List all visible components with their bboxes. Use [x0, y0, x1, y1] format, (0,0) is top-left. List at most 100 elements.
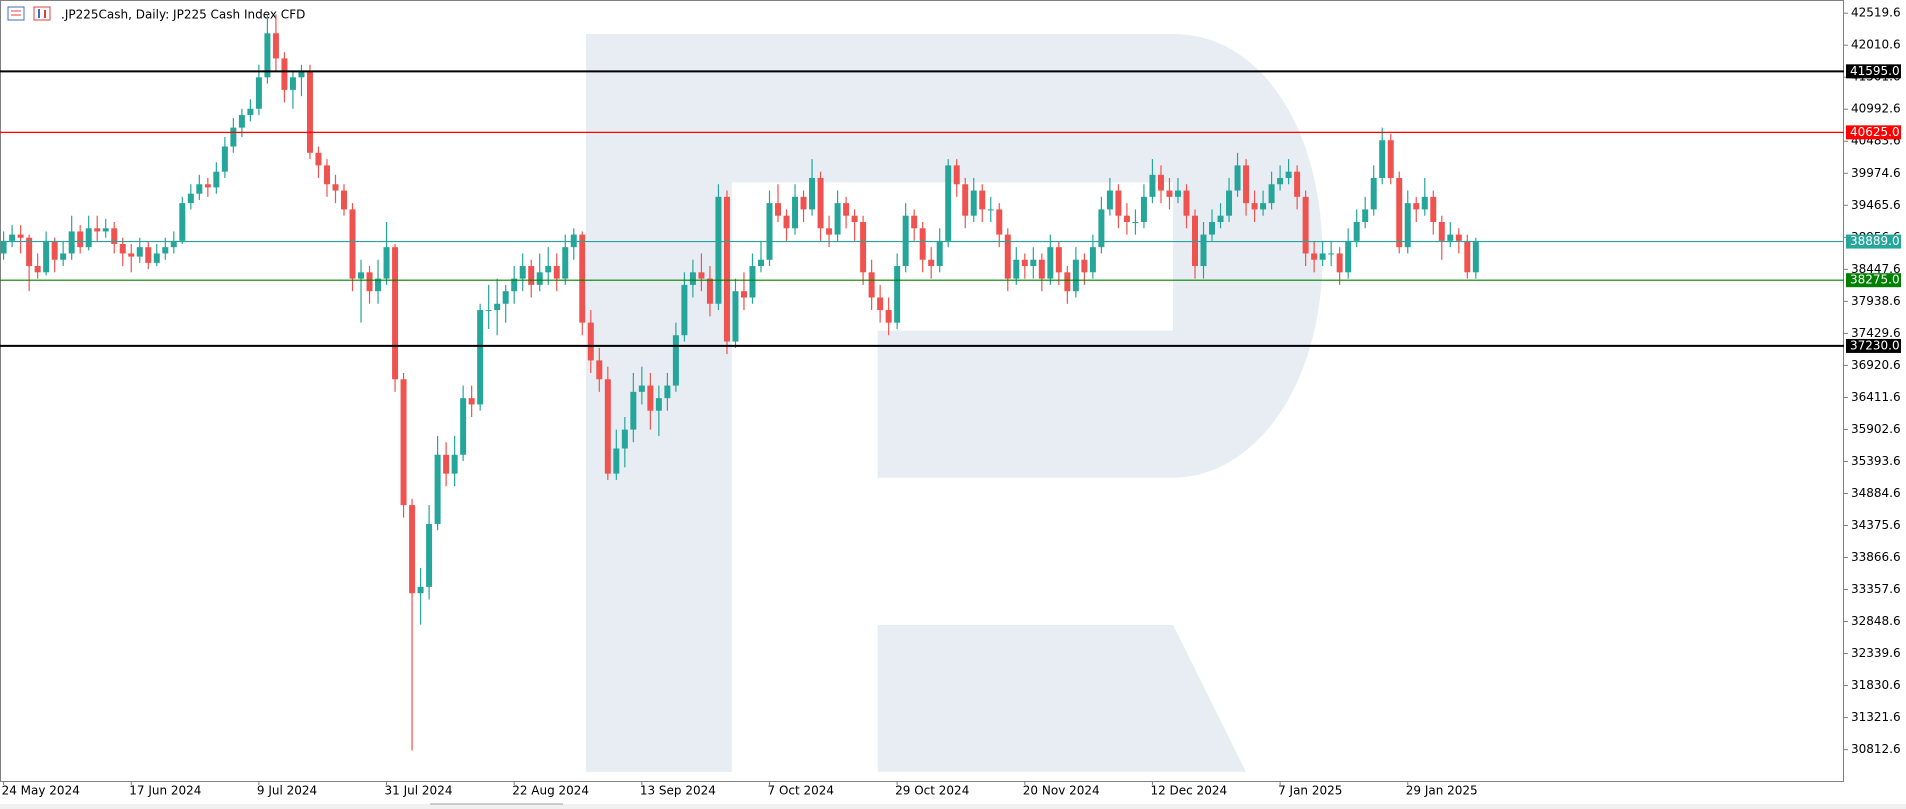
candle-body: [247, 108, 254, 116]
candle-body: [672, 335, 679, 386]
candle-body: [766, 203, 773, 260]
scrollbar[interactable]: [0, 804, 1906, 809]
candle-body: [289, 77, 296, 90]
candle-body: [477, 310, 484, 405]
y-tick-label: 31830.6: [1851, 678, 1901, 692]
candle-body: [681, 284, 688, 336]
candle-body: [485, 310, 492, 312]
candle-body: [1472, 241, 1479, 273]
candle-body: [1285, 171, 1292, 178]
candle-body: [1251, 203, 1258, 210]
candle-body: [545, 266, 552, 273]
candle-body: [204, 184, 211, 188]
candle-body: [664, 385, 671, 399]
candle-body: [970, 190, 977, 216]
y-tick-label: 38447.6: [1851, 262, 1901, 276]
y-tick-label: 36411.6: [1851, 390, 1901, 404]
candle-body: [528, 266, 535, 285]
candle-body: [1047, 247, 1054, 279]
candle-body: [392, 247, 399, 380]
candle-body: [68, 231, 75, 254]
candle-body: [613, 448, 620, 474]
candle-body: [358, 272, 365, 279]
x-tick-label: 31 Jul 2024: [385, 784, 453, 798]
candle-body: [800, 196, 807, 210]
candle-body: [553, 266, 560, 279]
candle-body: [749, 266, 756, 298]
candle-body: [757, 259, 764, 267]
candle-body: [409, 505, 416, 594]
candle-body: [1319, 253, 1326, 260]
level-label: 41595.0: [1850, 64, 1900, 78]
candle-body: [298, 71, 305, 78]
candle-body: [17, 234, 24, 238]
candle-body: [77, 231, 84, 248]
candle-body: [936, 240, 943, 267]
candle-body: [1404, 203, 1411, 248]
candle-body: [1064, 272, 1071, 292]
y-tick-label: 35902.6: [1851, 422, 1901, 436]
candle-body: [1268, 184, 1275, 204]
candle-body: [1455, 234, 1462, 241]
candle-body: [945, 165, 952, 241]
candle-body: [1149, 174, 1156, 197]
level-label-box: [1846, 273, 1901, 288]
candle-body: [196, 184, 203, 194]
candle-body: [1438, 221, 1445, 241]
chart-title: .JP225Cash, Daily: JP225 Cash Index CFD: [61, 8, 305, 22]
toolbar-icon[interactable]: [33, 6, 51, 21]
candle-body: [630, 391, 637, 430]
y-tick-label: 30812.6: [1851, 742, 1901, 756]
candle-body: [689, 272, 696, 285]
candle-body: [443, 454, 450, 474]
candle-body: [434, 454, 441, 524]
candle-body: [536, 272, 543, 285]
candle-body: [238, 115, 245, 128]
candle-body: [885, 310, 892, 323]
y-tick-label: 32848.6: [1851, 614, 1901, 628]
candle-body: [843, 203, 850, 216]
level-label: 37230.0: [1850, 338, 1900, 352]
candle-body: [1328, 253, 1335, 255]
candle-body: [136, 247, 143, 257]
candle-body: [1055, 247, 1062, 273]
x-tick-label: 29 Oct 2024: [895, 784, 969, 798]
candle-body: [60, 253, 67, 260]
candle-body: [604, 379, 611, 474]
candle-body: [162, 247, 169, 254]
candle-body: [1209, 221, 1216, 235]
candle-body: [596, 360, 603, 380]
candle-body: [272, 33, 279, 59]
candle-body: [809, 177, 816, 210]
x-tick-label: 24 May 2024: [2, 784, 80, 798]
y-tick-label: 39465.6: [1851, 198, 1901, 212]
candle-body: [1294, 171, 1301, 197]
candle-body: [1226, 190, 1233, 216]
candle-body: [511, 278, 518, 292]
plot-frame: [0, 0, 1844, 782]
candle-body: [43, 240, 50, 273]
candle-body: [306, 71, 313, 153]
candle-body: [230, 127, 237, 147]
candle-body: [281, 58, 288, 90]
candle-body: [817, 177, 824, 229]
candle-body: [783, 215, 790, 229]
candle-body: [341, 190, 347, 210]
candle-body: [213, 171, 220, 188]
candle-body: [1013, 259, 1020, 279]
candle-body: [1098, 209, 1105, 248]
candle-body: [1030, 259, 1037, 267]
candle-body: [332, 184, 339, 191]
candle-body: [315, 152, 322, 166]
candle-body: [868, 272, 875, 298]
candle-body: [1174, 190, 1181, 197]
candle-body: [383, 247, 390, 279]
x-tick-label: 20 Nov 2024: [1023, 784, 1100, 798]
toolbar-icon[interactable]: [7, 6, 25, 21]
candle-body: [715, 196, 722, 304]
candle-body: [894, 266, 901, 323]
x-tick-label: 7 Oct 2024: [768, 784, 835, 798]
level-label-box: [1846, 64, 1901, 79]
candle-body: [877, 297, 884, 311]
candle-body: [775, 203, 782, 216]
